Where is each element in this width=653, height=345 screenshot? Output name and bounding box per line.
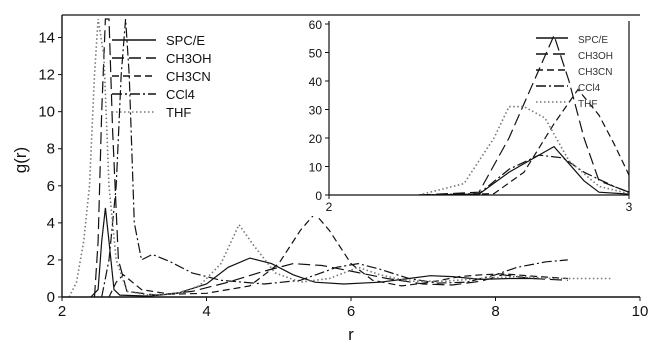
inset-legend-label-thf: THF	[578, 99, 597, 110]
main-y-tick-label: 0	[47, 289, 55, 306]
inset-curves	[418, 33, 629, 195]
main-legend-label-ccl4: CCl4	[166, 87, 195, 102]
inset-legend-label-ccl4: CCl4	[578, 83, 601, 94]
main-series-spc-e	[90, 207, 539, 297]
inset-y-tick-label: 20	[309, 132, 323, 146]
inset-legend-label-ch3cn: CH3CN	[578, 67, 612, 78]
main-series-ch3oh	[93, 18, 568, 297]
inset-y-tick-label: 0	[315, 189, 322, 203]
inset-y-tick-label: 50	[309, 47, 323, 61]
inset-series-ch3cn	[448, 88, 629, 195]
inset-y-tick-label: 60	[309, 18, 323, 32]
main-y-tick-label: 14	[38, 30, 55, 47]
main-y-tick-label: 12	[38, 67, 55, 84]
main-series-thf	[68, 18, 612, 297]
main-y-tick-label: 2	[47, 252, 55, 269]
main-legend-label-spc-e: SPC/E	[166, 33, 205, 48]
inset-background	[300, 16, 640, 216]
main-x-tick-label: 6	[347, 303, 355, 320]
inset-x-tick-label: 2	[326, 200, 333, 214]
inset-legend: SPC/E CH3OH CH3CN CCl4 THF	[536, 35, 613, 110]
main-y-tick-label: 4	[47, 215, 55, 232]
main-x-tick-label: 8	[491, 303, 499, 320]
main-legend-label-ch3oh: CH3OH	[166, 51, 212, 66]
main-series-ccl4	[101, 18, 568, 297]
main-x-tick-label: 4	[202, 303, 210, 320]
inset-series-spc-e	[418, 145, 629, 195]
main-y-tick-label: 6	[47, 178, 55, 195]
main-x-tick-label: 2	[58, 303, 66, 320]
main-legend-label-ch3cn: CH3CN	[166, 69, 211, 84]
main-y-tick-label: 8	[47, 141, 55, 158]
inset-y-tick-label: 10	[309, 161, 323, 175]
inset-series-thf	[418, 105, 629, 195]
main-y-axis-title: g(r)	[11, 147, 30, 173]
inset-y-tick-label: 30	[309, 104, 323, 118]
inset-y-tick-label: 40	[309, 75, 323, 89]
inset-legend-label-ch3oh: CH3OH	[578, 51, 613, 62]
main-x-tick-label: 10	[632, 303, 649, 320]
inset-x-tick-label: 3	[626, 200, 633, 214]
main-legend-label-thf: THF	[166, 105, 191, 120]
main-series-ch3cn	[108, 212, 568, 297]
main-legend: SPC/E CH3OH CH3CN CCl4 THF	[112, 33, 212, 120]
main-y-tick-label: 10	[38, 104, 55, 121]
inset-legend-label-spc-e: SPC/E	[578, 35, 608, 46]
main-curves	[68, 18, 612, 297]
main-x-axis-title: r	[348, 325, 354, 344]
